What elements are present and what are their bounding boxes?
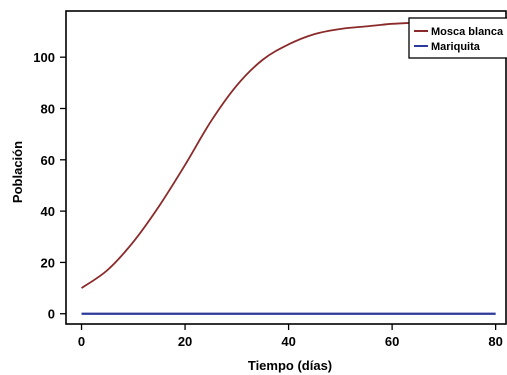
x-tick-label: 20 (178, 334, 192, 349)
x-tick-label: 60 (385, 334, 399, 349)
series-line-0 (81, 20, 496, 289)
legend-label: Mariquita (431, 41, 481, 53)
y-tick-label: 0 (48, 307, 55, 322)
plot-frame (65, 10, 507, 325)
x-tick-label: 40 (281, 334, 295, 349)
x-tick-label: 80 (488, 334, 502, 349)
x-axis-title: Tiempo (días) (248, 358, 332, 373)
y-tick-label: 60 (41, 153, 55, 168)
y-axis-title: Población (10, 141, 25, 203)
x-axis-ticks: 0 20 40 60 80 (78, 324, 503, 349)
y-tick-label: 20 (41, 255, 55, 270)
x-tick-label: 0 (78, 334, 85, 349)
y-axis-ticks: 0 20 40 60 80 100 (33, 50, 66, 322)
legend-label: Mosca blanca (431, 26, 504, 38)
legend-box (408, 17, 507, 59)
legend: Mosca blanca Mariquita (408, 17, 507, 59)
y-tick-label: 100 (33, 50, 55, 65)
series-layer (81, 20, 496, 315)
y-tick-label: 40 (41, 204, 55, 219)
y-tick-label: 80 (41, 101, 55, 116)
